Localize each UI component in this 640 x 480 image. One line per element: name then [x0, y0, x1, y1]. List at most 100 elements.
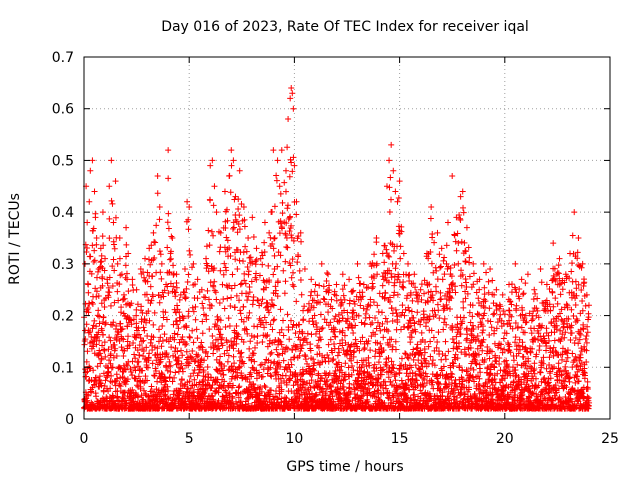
data-point — [102, 353, 109, 360]
data-point — [460, 204, 467, 211]
data-point — [110, 319, 117, 326]
data-point — [240, 303, 247, 310]
data-point — [551, 337, 558, 344]
data-point — [83, 391, 90, 398]
data-point — [410, 346, 417, 353]
data-point — [91, 257, 98, 264]
data-point — [118, 304, 125, 311]
data-point — [466, 254, 473, 261]
data-point — [117, 364, 124, 371]
data-point — [105, 346, 112, 353]
data-point — [291, 354, 298, 361]
data-point — [93, 393, 100, 400]
data-point — [85, 329, 92, 336]
data-point — [141, 316, 148, 323]
data-point — [427, 215, 434, 222]
data-point — [114, 393, 121, 400]
data-point — [128, 317, 135, 324]
data-point — [152, 239, 159, 246]
data-point — [124, 276, 131, 283]
data-point — [228, 285, 235, 292]
data-point — [90, 225, 97, 232]
data-point — [564, 354, 571, 361]
data-point — [166, 358, 173, 365]
data-point — [167, 255, 174, 262]
data-point — [267, 350, 274, 357]
data-point — [176, 296, 183, 303]
data-point — [135, 331, 142, 338]
data-point — [140, 353, 147, 360]
data-point — [154, 190, 161, 197]
data-point — [141, 274, 148, 281]
data-point — [121, 295, 128, 302]
data-point — [433, 288, 440, 295]
data-point — [111, 378, 118, 385]
data-point — [150, 321, 157, 328]
data-point — [107, 337, 114, 344]
data-point — [152, 365, 159, 372]
data-point — [192, 316, 199, 323]
data-point — [174, 348, 181, 355]
data-point — [165, 225, 172, 232]
data-point — [262, 384, 269, 391]
data-point — [190, 370, 197, 377]
data-point — [213, 322, 220, 329]
data-point — [161, 331, 168, 338]
data-point — [122, 381, 129, 388]
data-point — [277, 190, 284, 197]
data-point — [168, 344, 175, 351]
data-point — [518, 324, 525, 331]
data-point — [176, 309, 183, 316]
data-point — [165, 175, 172, 182]
data-point — [189, 327, 196, 334]
data-point — [520, 290, 527, 297]
data-point — [470, 281, 477, 288]
data-point — [110, 256, 117, 263]
data-point — [180, 315, 187, 322]
data-point — [224, 295, 231, 302]
data-point — [431, 239, 438, 246]
data-point — [367, 347, 374, 354]
data-point — [97, 350, 104, 357]
data-point — [88, 270, 95, 277]
data-point — [126, 342, 133, 349]
data-point — [489, 277, 496, 284]
data-point — [366, 314, 373, 321]
data-point — [212, 342, 219, 349]
data-point — [229, 225, 236, 232]
data-point — [283, 244, 290, 251]
data-point — [269, 208, 276, 215]
data-point — [259, 339, 266, 346]
data-point — [367, 321, 374, 328]
data-point — [484, 317, 491, 324]
data-point — [363, 285, 370, 292]
data-point — [105, 284, 112, 291]
data-point — [157, 356, 164, 363]
data-point — [331, 340, 338, 347]
data-point — [83, 321, 90, 328]
data-point — [156, 216, 163, 223]
data-point — [219, 281, 226, 288]
data-point — [125, 333, 132, 340]
data-point — [441, 271, 448, 278]
data-point — [88, 388, 95, 395]
data-point — [97, 360, 104, 367]
data-point — [120, 352, 127, 359]
data-point — [168, 233, 175, 240]
data-point — [334, 352, 341, 359]
data-point — [234, 265, 241, 272]
data-point — [446, 306, 453, 312]
data-point — [300, 316, 307, 323]
data-point — [265, 262, 272, 269]
data-point — [149, 293, 156, 300]
data-point — [350, 329, 357, 336]
data-point — [210, 350, 217, 357]
data-point — [268, 349, 275, 356]
data-point — [140, 347, 147, 354]
data-point — [102, 319, 109, 326]
data-point — [379, 309, 386, 316]
data-point — [373, 260, 380, 267]
data-point — [173, 309, 180, 316]
data-point — [442, 356, 449, 363]
